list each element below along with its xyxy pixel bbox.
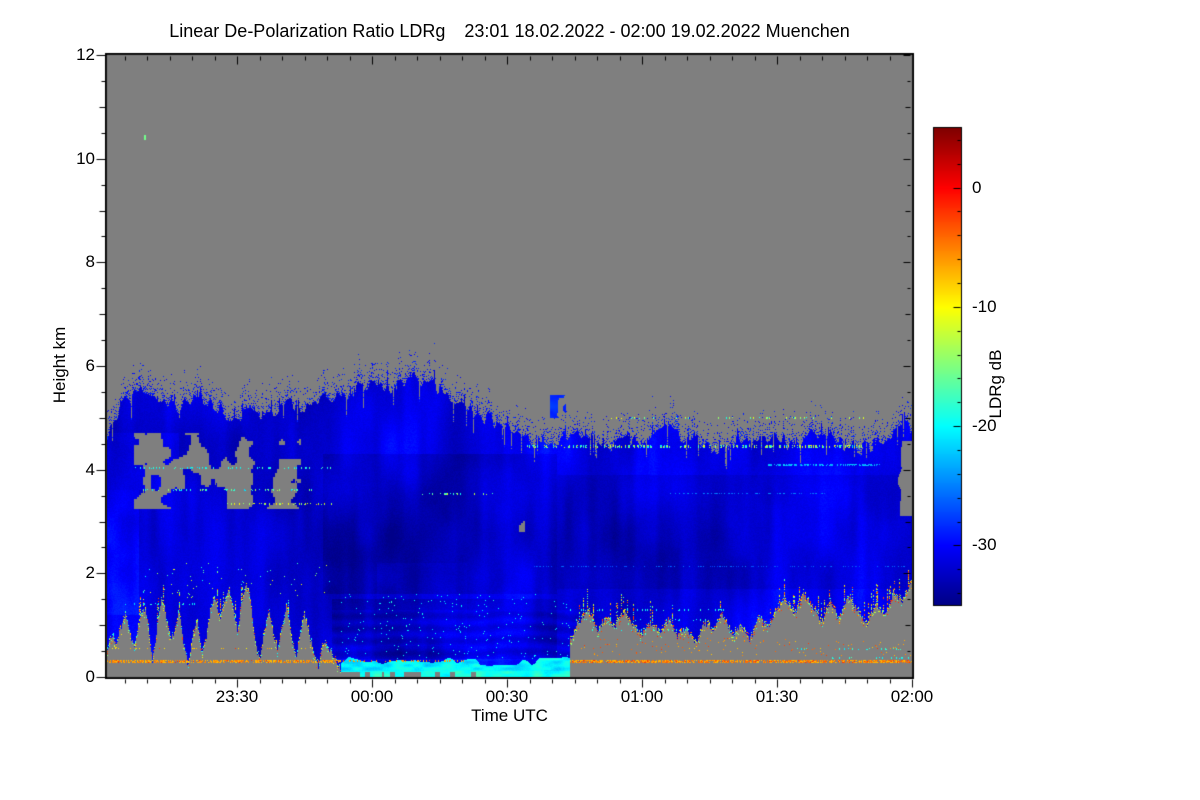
colorbar-tick-label: -20 bbox=[972, 416, 997, 435]
heatmap-canvas bbox=[107, 55, 912, 677]
chart-title: Linear De-Polarization Ratio LDRg 23:01 … bbox=[169, 21, 850, 41]
x-tick-label: 01:00 bbox=[620, 687, 664, 706]
y-tick-label: 12 bbox=[76, 45, 95, 64]
y-tick-label: 6 bbox=[85, 356, 95, 375]
x-tick-label: 02:00 bbox=[890, 687, 934, 706]
colorbar-tick-label: 0 bbox=[972, 178, 982, 197]
y-tick-label: 2 bbox=[85, 563, 95, 582]
x-tick-label: 23:30 bbox=[215, 687, 259, 706]
y-tick-label: 0 bbox=[85, 667, 95, 686]
y-tick-label: 4 bbox=[85, 460, 95, 479]
x-tick-label: 01:30 bbox=[755, 687, 799, 706]
y-tick-label: 8 bbox=[85, 252, 95, 271]
x-tick-label: 00:00 bbox=[350, 687, 394, 706]
colorbar-tick-label: -30 bbox=[972, 535, 997, 554]
x-tick-label: 00:30 bbox=[485, 687, 529, 706]
y-tick-label: 10 bbox=[76, 149, 95, 168]
colorbar-tick-label: -10 bbox=[972, 297, 997, 316]
x-axis-label: Time UTC bbox=[471, 706, 548, 725]
